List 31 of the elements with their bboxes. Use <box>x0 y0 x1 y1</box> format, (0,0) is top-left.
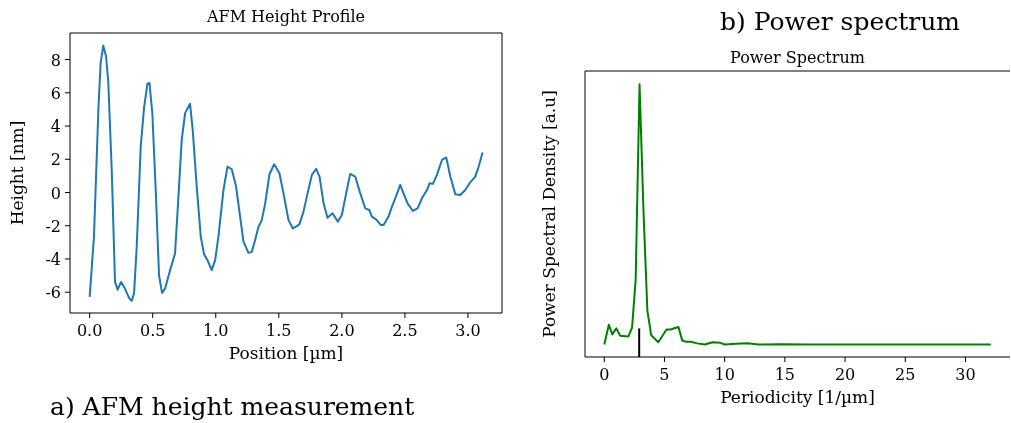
x-tick-label: 5 <box>659 365 670 384</box>
y-axis-title: Height [nm] <box>7 120 27 226</box>
y-tick-label: 2 <box>50 150 61 170</box>
x-tick-label: 0.0 <box>76 321 103 340</box>
x-tick-label: 0.5 <box>139 321 166 340</box>
y-tick-label: -6 <box>45 283 61 303</box>
y-tick-label: 0 <box>50 183 61 203</box>
x-tick-label: 30 <box>955 365 976 384</box>
x-axis-title: Periodicity [1/µm] <box>720 387 875 407</box>
chart-title: Power Spectrum <box>730 48 865 67</box>
y-tick-label: -4 <box>45 249 61 269</box>
x-tick-label: 1.0 <box>203 321 229 340</box>
text: a) AFM height measurement <box>50 392 415 421</box>
x-axis-title: Position [µm] <box>228 343 344 363</box>
y-tick-label: 4 <box>50 117 61 137</box>
y-tick-label: -2 <box>45 216 61 236</box>
chart-title: AFM Height Profile <box>205 7 366 26</box>
y-tick-label: 6 <box>50 83 61 103</box>
x-tick-label: 3.0 <box>455 321 481 340</box>
y-tick-label: 8 <box>50 50 61 70</box>
x-tick-label: 1.5 <box>266 321 292 340</box>
x-tick-label: 2.5 <box>392 321 418 340</box>
x-tick-label: 25 <box>895 365 916 384</box>
line-series <box>88 44 484 302</box>
x-tick-label: 2.0 <box>329 321 355 340</box>
y-axis-title: Power Spectral Density [a.u] <box>539 90 559 338</box>
x-tick-label: 15 <box>774 365 796 384</box>
text: b) Power spectrum <box>719 7 961 36</box>
x-tick-label: 10 <box>714 365 735 384</box>
x-tick-label: 20 <box>834 365 856 384</box>
x-tick-label: 0 <box>599 365 610 384</box>
